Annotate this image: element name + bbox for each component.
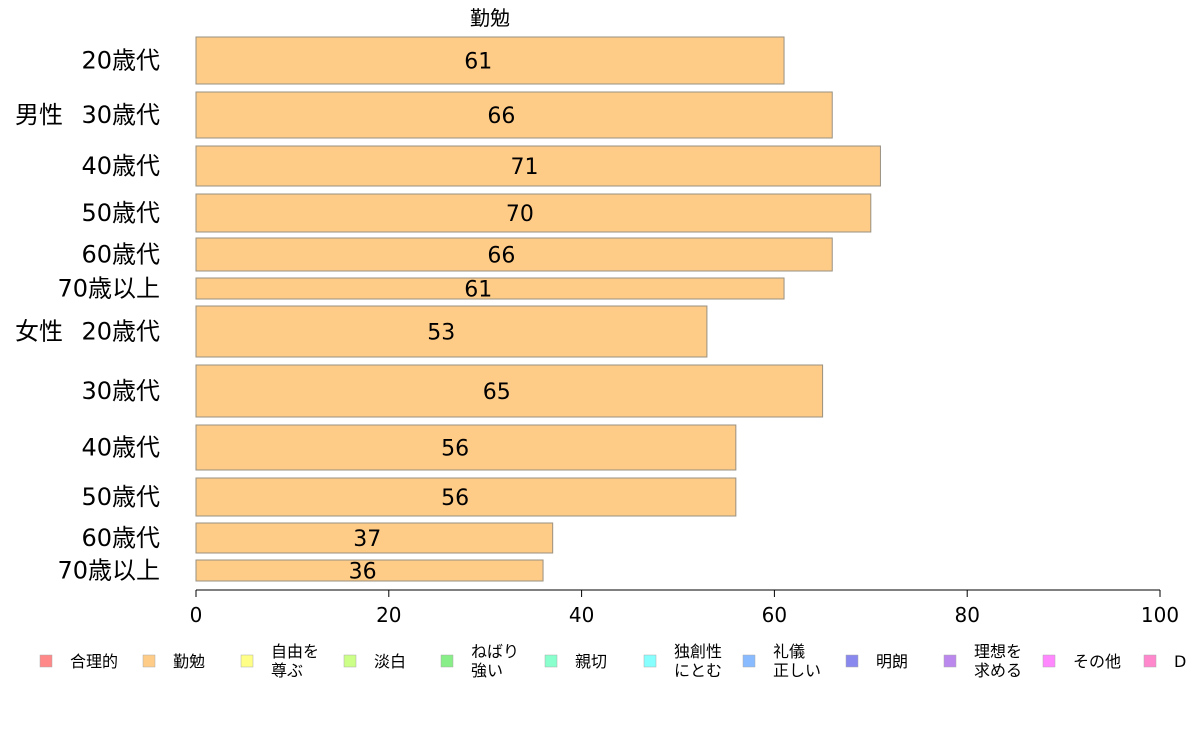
legend-label: D (1174, 652, 1186, 671)
bar (195, 522, 554, 554)
legend: 合理的 勤勉 自由を尊ぶ 淡白 ねばり強い 親切 独創性にとむ 礼儀正しい 明朗 理想を求める その… (39, 642, 1186, 680)
legend-swatch (1143, 654, 1157, 668)
chart-title: 勤勉 (470, 6, 510, 30)
legend-label: 自由を尊ぶ (271, 642, 319, 680)
group-label: 男性 (15, 101, 63, 129)
category-label: 50歳代 (81, 199, 160, 227)
category-label: 70歳以上 (57, 275, 160, 303)
data-label: 36 (349, 560, 377, 585)
x-tick-label: 80 (954, 603, 979, 627)
legend-swatch (240, 654, 254, 668)
category-label: 30歳代 (81, 377, 160, 405)
legend-swatch (742, 654, 756, 668)
bar (195, 559, 544, 582)
data-label: 61 (464, 278, 492, 303)
x-tick-label: 100 (1141, 603, 1179, 627)
bar (195, 277, 785, 300)
data-label: 61 (464, 50, 492, 75)
category-label: 20歳代 (81, 318, 160, 346)
category-label: 60歳代 (81, 524, 160, 552)
bar (195, 36, 785, 85)
category-label: 50歳代 (81, 483, 160, 511)
bar (195, 91, 833, 139)
data-label: 56 (441, 437, 469, 462)
legend-label: 礼儀正しい (773, 642, 821, 680)
data-label: 37 (353, 527, 381, 552)
category-label: 70歳以上 (57, 557, 160, 585)
legend-label: 独創性にとむ (674, 642, 722, 680)
legend-swatch (943, 654, 957, 668)
x-tick-label: 0 (190, 603, 203, 627)
x-tick-label: 20 (376, 603, 401, 627)
bar (195, 193, 872, 233)
bar (195, 424, 737, 471)
data-label: 53 (427, 321, 455, 346)
bar (195, 364, 824, 418)
legend-label: その他 (1073, 652, 1121, 671)
legend-swatch (142, 654, 156, 668)
data-label: 66 (487, 104, 515, 129)
legend-swatch (440, 654, 454, 668)
legend-label: 勤勉 (173, 652, 205, 671)
bar (195, 477, 737, 517)
x-tick-label: 60 (762, 603, 787, 627)
legend-swatch (643, 654, 657, 668)
legend-label: 理想を求める (974, 642, 1022, 680)
legend-label: ねばり強い (471, 642, 519, 680)
bar (195, 305, 708, 358)
data-label: 65 (483, 380, 511, 405)
legend-label: 淡白 (374, 652, 406, 671)
category-label: 20歳代 (81, 47, 160, 75)
legend-swatch (845, 654, 859, 668)
data-label: 71 (511, 155, 539, 180)
legend-swatch (39, 654, 53, 668)
bar-group: 61 20歳代 66 30歳代 71 40歳代 70 50歳代 66 60歳代 61 70歳以上 53 2… (15, 36, 881, 585)
legend-swatch (1042, 654, 1056, 668)
legend-label: 親切 (575, 652, 607, 671)
legend-swatch (544, 654, 558, 668)
x-tick-label: 40 (569, 603, 594, 627)
bar (195, 145, 881, 187)
data-label: 70 (506, 202, 534, 227)
bar (195, 237, 833, 272)
category-label: 40歳代 (81, 152, 160, 180)
legend-swatch (343, 654, 357, 668)
data-label: 66 (487, 244, 515, 269)
x-axis: 0 20 40 60 80 100 (190, 589, 1179, 627)
legend-label: 明朗 (876, 652, 908, 671)
category-label: 60歳代 (81, 241, 160, 269)
category-label: 40歳代 (81, 434, 160, 462)
data-label: 56 (441, 486, 469, 511)
group-label: 女性 (15, 318, 63, 346)
legend-label: 合理的 (70, 652, 118, 671)
category-label: 30歳代 (81, 101, 160, 129)
